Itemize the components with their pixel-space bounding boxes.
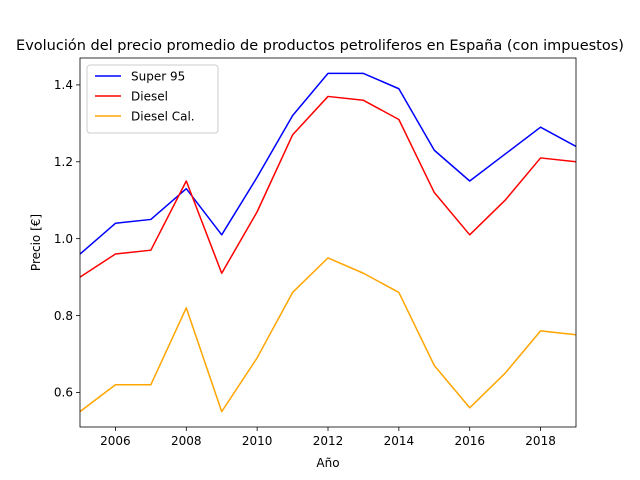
y-tick-label: 0.6 [54,386,73,400]
legend-label-0: Super 95 [131,69,185,83]
x-tick-label: 2012 [313,434,344,448]
series-line-1 [79,95,577,278]
x-axis: 2006 2008 2010 2012 2014 2016 2018 [100,427,556,448]
x-tick-label: 2016 [454,434,485,448]
chart-title: Evolución del precio promedio de product… [16,38,624,54]
series-lines [79,72,577,413]
x-tick-label: 2010 [242,434,273,448]
x-tick-label: 2006 [100,434,131,448]
series-line-0 [79,72,577,255]
x-axis-label: Año [316,456,339,470]
y-tick-label: 1.2 [54,155,73,169]
x-tick-label: 2018 [525,434,556,448]
series-line-2 [79,257,577,413]
x-tick-label: 2014 [384,434,415,448]
y-axis-label: Precio [€] [29,214,43,271]
x-tick-label: 2008 [171,434,202,448]
legend-label-1: Diesel [131,89,168,103]
legend-label-2: Diesel Cal. [131,109,195,123]
y-tick-label: 1.4 [54,78,73,92]
y-tick-label: 0.8 [54,309,73,323]
y-axis: 0.6 0.8 1.0 1.2 1.4 [54,78,80,400]
legend: Super 95 Diesel Diesel Cal. [86,64,219,134]
y-tick-label: 1.0 [54,232,73,246]
